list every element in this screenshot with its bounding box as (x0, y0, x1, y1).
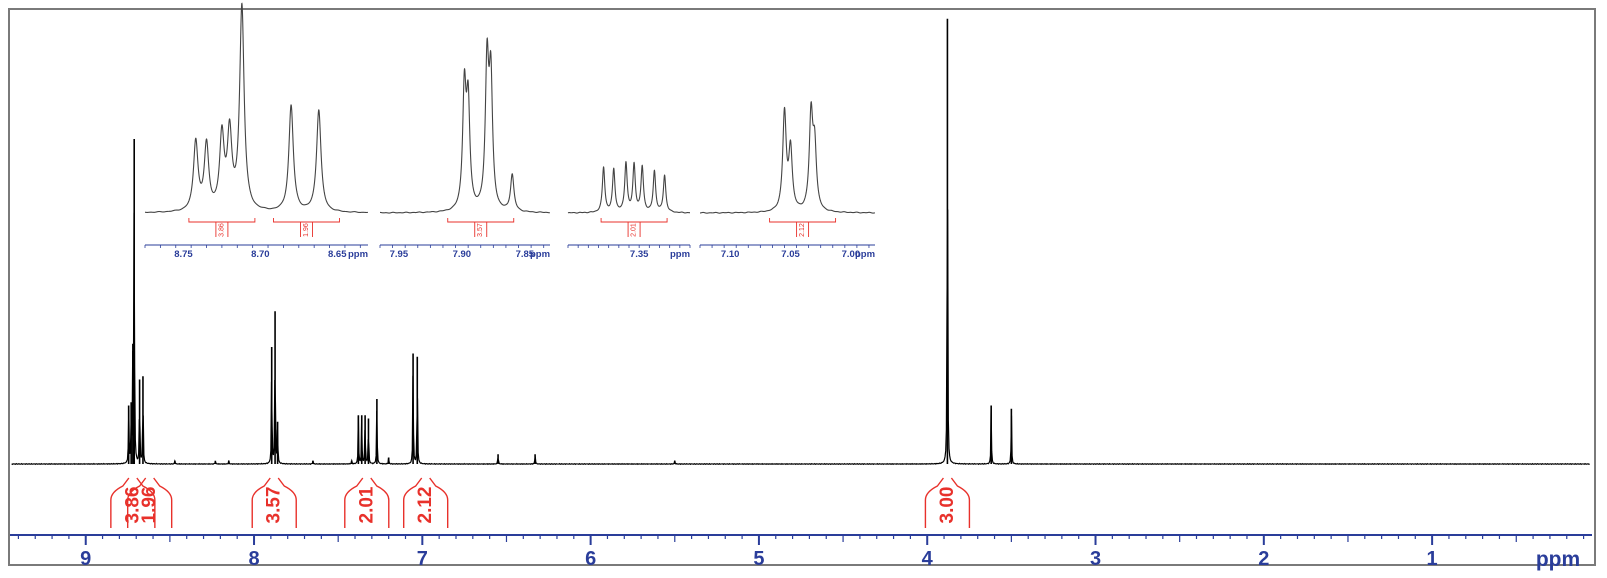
inset-tick-label: 8.65 (328, 249, 347, 260)
integral-value: 1.96 (139, 487, 160, 524)
x-tick-label: 8 (248, 548, 259, 570)
integral-region: 2.01 (344, 477, 390, 528)
integral-value: 3.57 (264, 487, 285, 524)
inset-integral-value: 1.96 (303, 223, 310, 237)
x-tick-label: 1 (1427, 548, 1438, 570)
integral-value: 3.00 (937, 487, 958, 524)
inset-tick-label: 7.35 (630, 249, 649, 260)
inset-trace (567, 160, 690, 214)
inset-integral-value: 3.57 (477, 223, 484, 237)
inset-tick-label: 8.75 (174, 249, 193, 260)
x-tick-label: 6 (585, 548, 596, 570)
integral-bracket (344, 477, 390, 528)
spectrum-trace (11, 209, 1590, 466)
inset-tick-label: 7.90 (453, 249, 472, 260)
inset-trace (700, 100, 876, 214)
inset-integral-value: 3.86 (218, 223, 225, 237)
integral-bracket (251, 477, 297, 528)
integral-region: 3.00 (924, 477, 971, 528)
inset-unit-label: ppm (670, 249, 690, 260)
inset-tick-label: 7.05 (781, 249, 800, 260)
x-tick-label: 2 (1258, 548, 1269, 570)
integral-region: 3.57 (251, 477, 297, 528)
integral-region: 2.12 (402, 477, 449, 528)
integral-region: 1.96 (126, 477, 173, 528)
inset-unit-label: ppm (530, 249, 550, 260)
inset-trace (380, 37, 551, 214)
inset-integral-bracket (188, 218, 256, 237)
inset-integral-bracket (769, 218, 837, 237)
inset-unit-label: ppm (855, 249, 875, 260)
integral-bracket (402, 477, 449, 528)
inset-integral-value: 2.12 (799, 223, 806, 237)
integral-bracket (110, 477, 156, 528)
integral-value: 2.01 (356, 486, 377, 523)
inset-unit-label: ppm (348, 249, 368, 260)
x-tick-label: 4 (922, 548, 934, 570)
x-tick-label: 3 (1090, 548, 1101, 570)
x-tick-label: 9 (80, 548, 91, 570)
inset-panel-3: 2.01 7.35 ppm (567, 160, 691, 260)
x-tick-label: 7 (417, 548, 428, 570)
inset-tick-label: 8.70 (251, 249, 270, 260)
inset-tick-label: 7.00 (842, 249, 861, 260)
inset-integral-bracket (600, 218, 668, 237)
inset-tick-label: 7.95 (390, 249, 409, 260)
integral-bracket (924, 477, 971, 528)
inset-panel-1: 3.86 1.96 8.75 8.70 8.65 ppm (144, 2, 368, 260)
spectrum-frame (8, 8, 1596, 566)
x-tick-label: 5 (753, 548, 764, 570)
inset-tick-label: 7.10 (721, 249, 740, 260)
inset-integral-bracket (273, 218, 340, 237)
inset-integral-value: 2.01 (631, 223, 638, 237)
x-axis-unit-label: ppm (1536, 548, 1580, 571)
inset-integral-bracket (447, 218, 515, 237)
inset-trace (144, 2, 368, 214)
inset-tick-label: 7.85 (516, 249, 535, 260)
integral-bracket (126, 477, 173, 528)
integral-value: 2.12 (415, 487, 436, 524)
